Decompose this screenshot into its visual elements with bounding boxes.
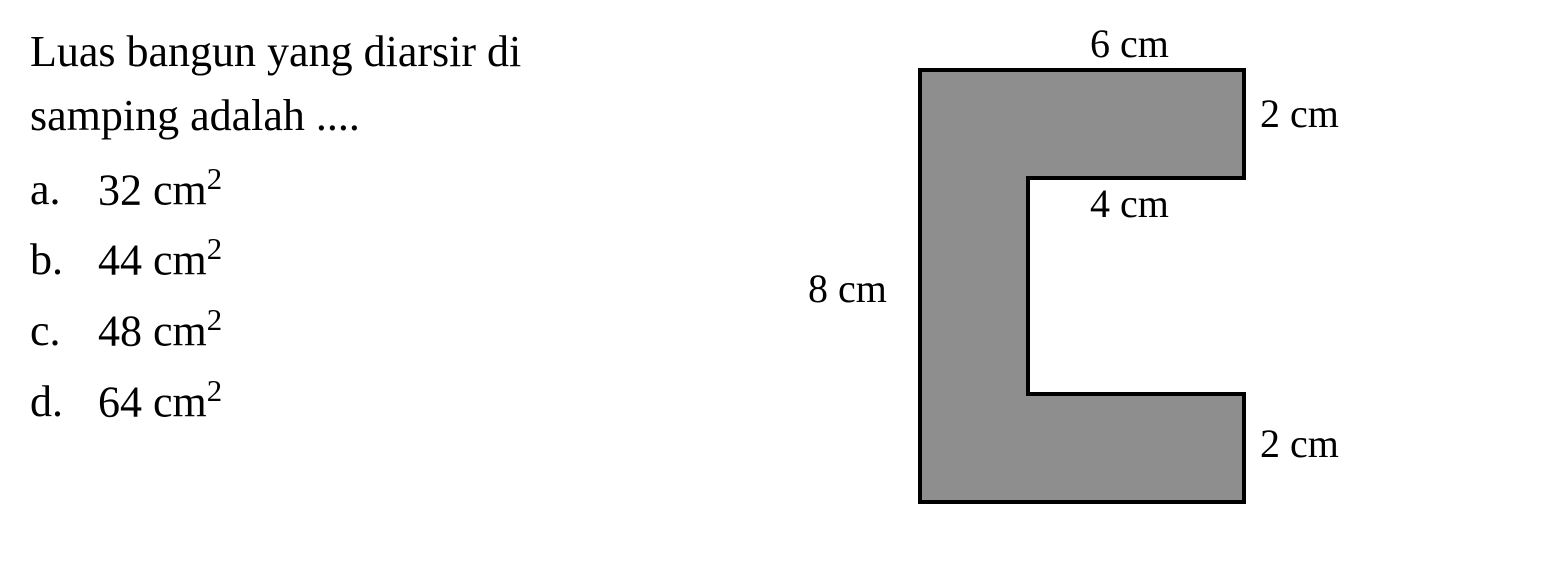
- dim-right-top: 2 cm: [1260, 90, 1339, 137]
- option-letter: c.: [30, 297, 70, 366]
- option-value: 48 cm2: [98, 297, 222, 366]
- dim-left: 8 cm: [808, 265, 887, 312]
- option-letter: b.: [30, 226, 70, 295]
- option-letter: d.: [30, 368, 70, 437]
- option-b: b. 44 cm2: [30, 226, 730, 295]
- option-value: 44 cm2: [98, 226, 222, 295]
- option-a: a. 32 cm2: [30, 156, 730, 225]
- dim-right-bottom: 2 cm: [1260, 420, 1339, 467]
- question-line-2: samping adalah ....: [30, 84, 730, 148]
- geometry-diagram: 6 cm 2 cm 4 cm 8 cm 2 cm: [790, 20, 1390, 540]
- option-value: 64 cm2: [98, 368, 222, 437]
- question-line-1: Luas bangun yang diarsir di: [30, 20, 730, 84]
- dim-notch: 4 cm: [1090, 180, 1169, 227]
- dim-top: 6 cm: [1090, 20, 1169, 67]
- option-d: d. 64 cm2: [30, 368, 730, 437]
- option-value: 32 cm2: [98, 156, 222, 225]
- option-c: c. 48 cm2: [30, 297, 730, 366]
- option-letter: a.: [30, 156, 70, 225]
